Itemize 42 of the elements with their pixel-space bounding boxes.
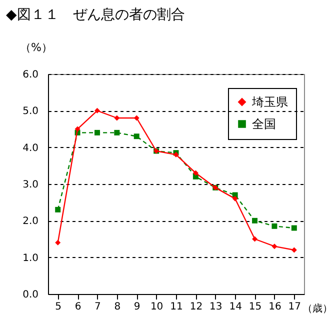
point	[192, 170, 198, 176]
chart-title: ◆図１１ ぜん息の者の割合	[6, 6, 185, 24]
point	[94, 130, 100, 136]
point	[272, 223, 278, 229]
y-axis-title: （%）	[20, 40, 52, 55]
x-tick-label: 10	[150, 302, 164, 312]
legend-label: 埼玉県	[251, 95, 288, 109]
x-tick-label: 16	[268, 302, 282, 312]
x-tick-label: 9	[134, 302, 140, 312]
point	[252, 218, 258, 224]
y-tick-label: 1.0	[22, 252, 38, 264]
x-tick-label: 7	[94, 302, 101, 312]
y-tick-label: 3.0	[22, 180, 38, 190]
x-tick-label: 8	[114, 302, 121, 312]
x-tick-label: 6	[74, 302, 82, 312]
point	[232, 196, 238, 202]
x-tick-label: 13	[210, 302, 222, 312]
x-tick-label: 5	[55, 302, 62, 312]
point	[114, 130, 120, 136]
point	[134, 115, 140, 121]
legend-label: 全国	[252, 117, 276, 131]
y-tick-label: 2.0	[22, 216, 38, 228]
y-tick-label: 0.0	[22, 290, 38, 300]
point	[134, 134, 140, 140]
y-tick-label: 5.0	[22, 106, 38, 118]
x-tick-label: 11	[170, 302, 183, 312]
point	[252, 236, 258, 242]
x-tick-label: 17	[288, 302, 302, 312]
x-tick-label: 14	[229, 302, 242, 312]
y-tick-label: 4.0	[22, 142, 38, 154]
point	[272, 244, 278, 250]
point	[55, 206, 61, 212]
x-tick-label: 12	[190, 302, 203, 312]
point	[114, 115, 120, 121]
point	[291, 247, 297, 253]
x-axis-title: （歳）	[302, 302, 332, 314]
point	[291, 225, 297, 231]
point	[94, 108, 100, 114]
x-tick-label: 15	[248, 302, 262, 312]
point	[55, 240, 61, 246]
y-tick-label: 6.0	[22, 70, 38, 80]
point	[74, 126, 80, 132]
